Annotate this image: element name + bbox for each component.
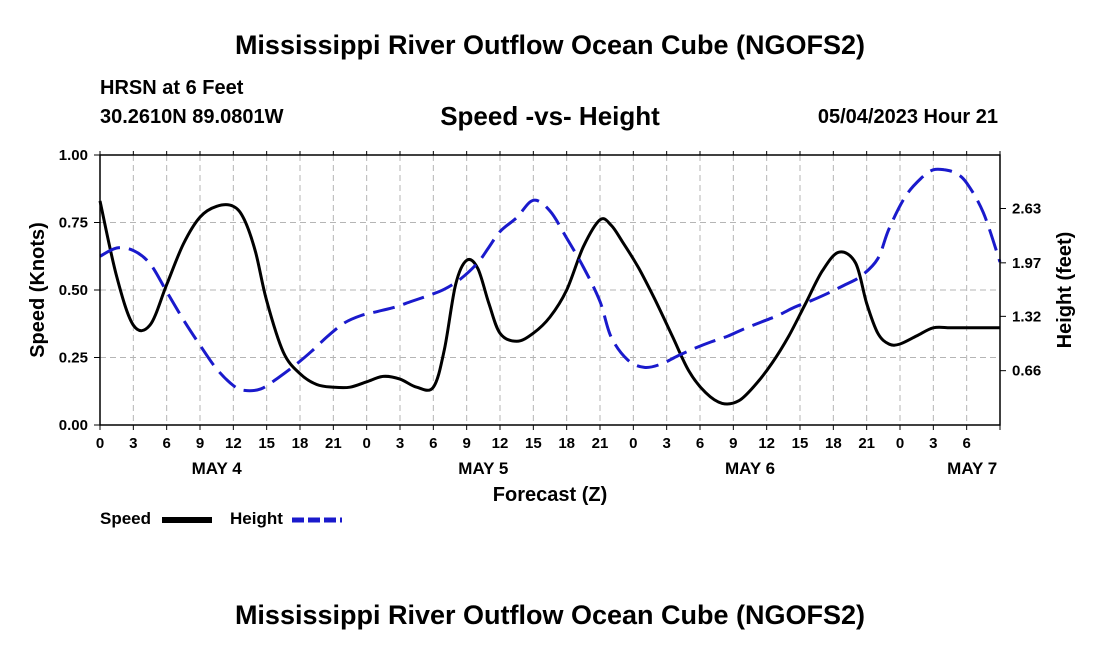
y-axis-title: Speed (Knots) bbox=[27, 222, 49, 358]
x-tick-label: 0 bbox=[362, 435, 370, 452]
x-tick-label: 12 bbox=[492, 435, 509, 452]
y-tick-label: 0.50 bbox=[59, 282, 88, 299]
x-tick-label: 18 bbox=[558, 435, 575, 452]
y2-tick-label: 2.63 bbox=[1012, 201, 1041, 218]
station-label: HRSN at 6 Feet bbox=[100, 77, 244, 99]
x-tick-label: 3 bbox=[662, 435, 670, 452]
x-tick-label: 9 bbox=[462, 435, 470, 452]
y-tick-label: 0.25 bbox=[59, 350, 88, 367]
x-tick-label: 6 bbox=[162, 435, 170, 452]
x-tick-label: 6 bbox=[696, 435, 704, 452]
x-tick-label: 18 bbox=[825, 435, 842, 452]
day-label: MAY 6 bbox=[725, 459, 775, 478]
x-tick-label: 3 bbox=[396, 435, 404, 452]
x-tick-label: 21 bbox=[592, 435, 609, 452]
coordinates-label: 30.2610N 89.0801W bbox=[100, 106, 284, 128]
y2-axis-title: Height (feet) bbox=[1054, 232, 1076, 349]
day-label: MAY 5 bbox=[458, 459, 508, 478]
forecast-datetime: 05/04/2023 Hour 21 bbox=[817, 106, 998, 128]
x-tick-label: 3 bbox=[129, 435, 137, 452]
legend-speed-label: Speed bbox=[100, 509, 152, 528]
grid bbox=[100, 155, 1000, 425]
y2-tick-label: 1.32 bbox=[1012, 308, 1041, 325]
x-tick-label: 9 bbox=[729, 435, 737, 452]
x-tick-label: 3 bbox=[929, 435, 937, 452]
axes: 0 3 6 9 12 15 18 21 0 3 6 9 12 15 18 21 0 3 6 9 12 15 18 21 0 3 6 0… bbox=[27, 147, 1076, 506]
chart-subtitle: Speed -vs- Height bbox=[440, 101, 660, 131]
legend-height-label: Height bbox=[230, 509, 283, 528]
day-label: MAY 7 bbox=[947, 459, 997, 478]
x-tick-label: 6 bbox=[429, 435, 437, 452]
y2-tick-label: 1.97 bbox=[1012, 255, 1041, 272]
x-tick-label: 12 bbox=[758, 435, 775, 452]
x-tick-label: 21 bbox=[325, 435, 342, 452]
series-line-speed bbox=[98, 200, 1000, 406]
x-tick-label: 21 bbox=[858, 435, 875, 452]
x-tick-label: 15 bbox=[792, 435, 809, 452]
y-tick-label: 1.00 bbox=[59, 147, 88, 164]
x-tick-label: 0 bbox=[629, 435, 637, 452]
x-tick-label: 6 bbox=[962, 435, 970, 452]
x-tick-label: 0 bbox=[896, 435, 904, 452]
x-tick-label: 9 bbox=[196, 435, 204, 452]
chart-main-title: Mississippi River Outflow Ocean Cube (NG… bbox=[234, 30, 866, 60]
x-axis-title: Forecast (Z) bbox=[493, 484, 607, 506]
y-tick-label: 0.00 bbox=[59, 417, 88, 434]
y2-tick-label: 0.66 bbox=[1012, 363, 1041, 380]
x-tick-label: 18 bbox=[292, 435, 309, 452]
series-layer bbox=[98, 167, 1002, 406]
series-line-height bbox=[99, 167, 1002, 393]
day-label: MAY 4 bbox=[192, 459, 243, 478]
y-tick-label: 0.75 bbox=[59, 215, 88, 232]
x-tick-label: 0 bbox=[96, 435, 104, 452]
chart-footer-title: Mississippi River Outflow Ocean Cube (NG… bbox=[234, 600, 866, 630]
x-tick-label: 12 bbox=[225, 435, 242, 452]
x-tick-label: 15 bbox=[258, 435, 275, 452]
x-tick-label: 15 bbox=[525, 435, 542, 452]
